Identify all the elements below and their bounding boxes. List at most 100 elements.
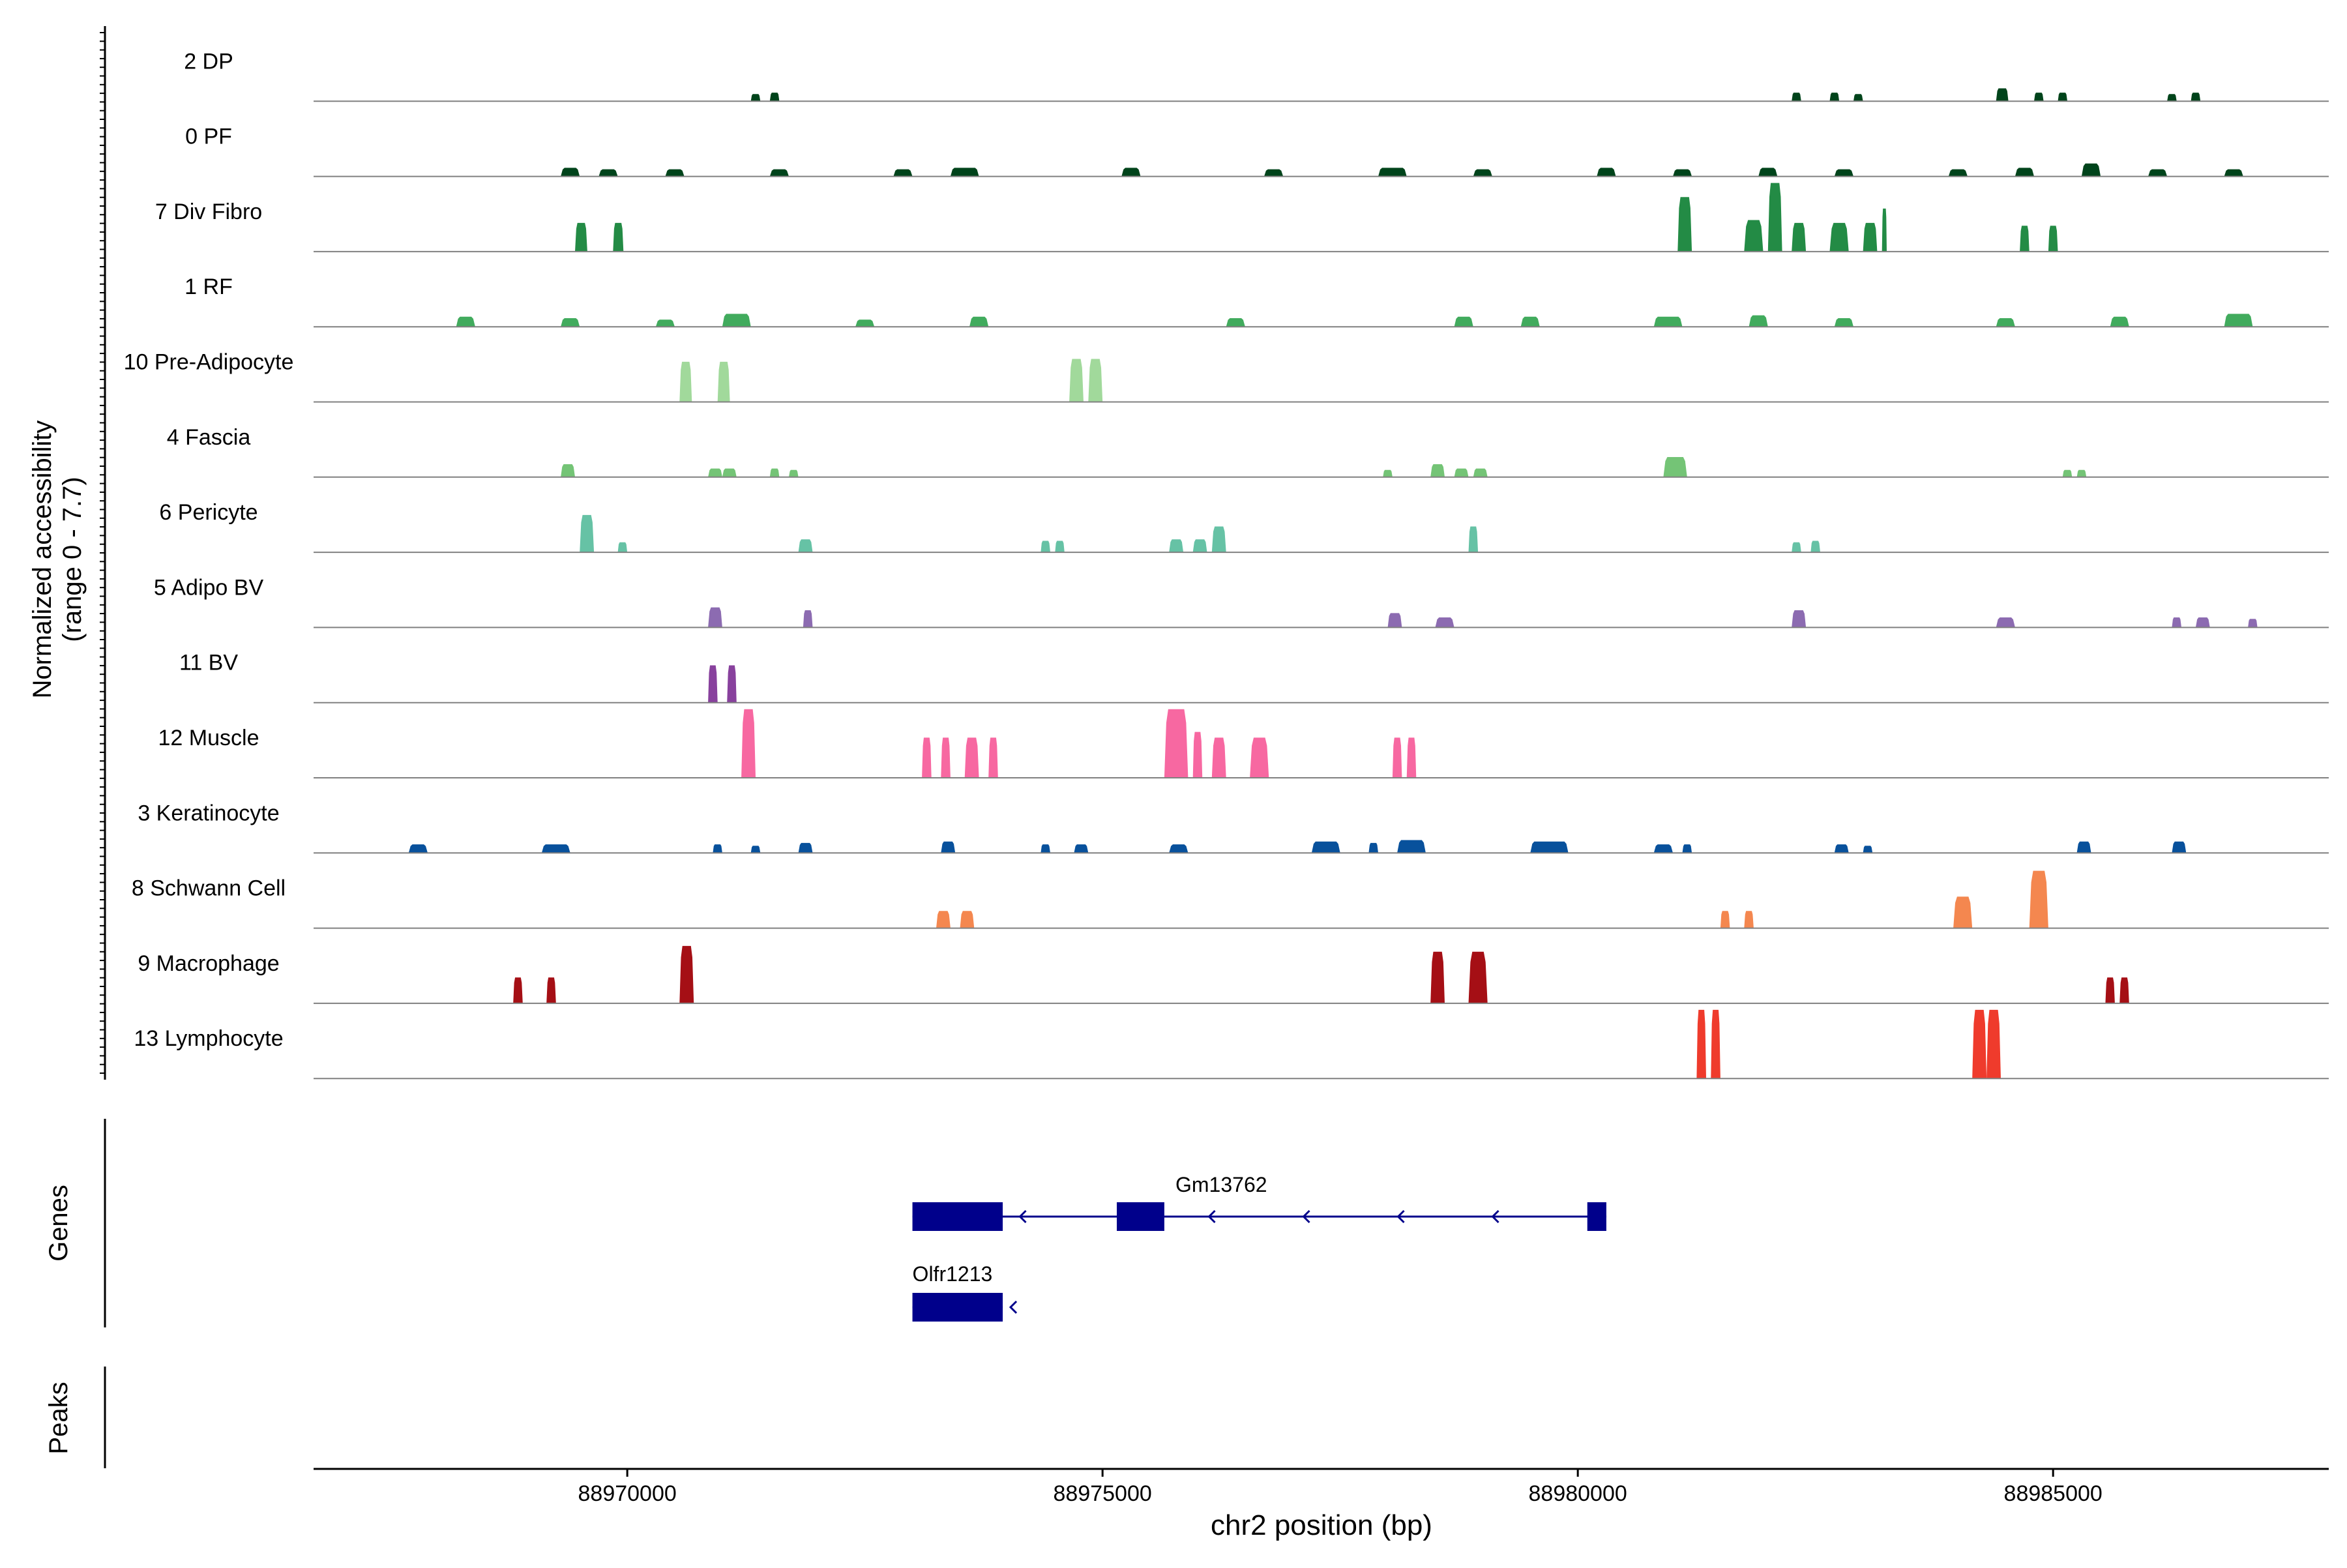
track-label: 4 Fascia <box>167 425 251 450</box>
peak-mark <box>708 468 722 477</box>
peak-mark <box>1996 318 2015 327</box>
peak-mark <box>1264 169 1284 177</box>
peak-mark <box>665 169 685 177</box>
gene-exon <box>1587 1202 1606 1231</box>
peak-mark <box>1792 610 1807 628</box>
peak-mark <box>1311 841 1340 853</box>
peak-mark <box>922 737 932 778</box>
coverage-tracks: 2 DP 0 PF 7 Div Fibro 1 RF 10 Pre-Adipocyte 4… <box>124 49 2329 1080</box>
gene-models: Gm13762 Olfr1213 <box>912 1173 1606 1322</box>
peak-mark <box>1383 469 1393 477</box>
track-12: 9 Macrophage <box>138 945 2329 1004</box>
x-axis: 88970000 88975000 88980000 88985000 chr2 po… <box>314 1468 2329 1541</box>
peak-mark <box>679 361 692 402</box>
track-label: 9 Macrophage <box>138 951 279 976</box>
track-label: 1 RF <box>185 274 233 299</box>
peak-mark <box>1164 709 1188 778</box>
peak-mark <box>2167 94 2177 102</box>
peak-mark <box>1520 316 1540 327</box>
track-5: 4 Fascia <box>167 425 2329 478</box>
peak-mark <box>1792 542 1801 553</box>
peak-mark <box>1074 844 1089 853</box>
peak-mark <box>575 222 587 252</box>
peak-mark <box>1834 318 1853 327</box>
peak-mark <box>1882 208 1887 252</box>
peak-mark <box>2224 169 2243 177</box>
strand-arrow-icon <box>1018 1209 1027 1224</box>
peak-mark <box>1088 359 1103 402</box>
peak-mark <box>1392 737 1402 778</box>
peak-mark <box>1387 613 1402 628</box>
peak-mark <box>789 469 799 477</box>
peak-mark <box>1192 539 1207 553</box>
peak-mark <box>1121 168 1141 177</box>
peak-mark <box>561 318 580 327</box>
peak-mark <box>1468 951 1488 1003</box>
track-label: 11 BV <box>179 651 238 675</box>
peak-mark <box>2034 93 2044 102</box>
peak-mark <box>1406 737 1417 778</box>
track-label: 12 Muscle <box>158 726 259 750</box>
peak-mark <box>2058 93 2067 102</box>
peak-mark <box>1454 316 1473 327</box>
peak-mark <box>708 665 718 703</box>
peak-mark <box>1749 315 1768 327</box>
peak-mark <box>1834 169 1853 177</box>
peak-mark <box>1430 951 1445 1003</box>
peak-mark <box>1863 222 1878 252</box>
peak-mark <box>1720 911 1730 928</box>
peak-mark <box>1829 93 1840 102</box>
peak-mark <box>1744 911 1754 928</box>
peaks-section: Peaks <box>44 1367 106 1468</box>
peak-mark <box>803 610 813 628</box>
y-axis-label-line2: (range 0 - 7.7) <box>58 477 87 642</box>
peak-mark <box>1767 183 1782 252</box>
track-label: 7 Div Fibro <box>155 200 262 224</box>
peak-mark <box>855 319 875 327</box>
strand-arrow-icon <box>1207 1209 1216 1224</box>
track-13: 13 Lymphocyte <box>134 1009 2329 1080</box>
y-axis-label-line1: Normalized accessibility <box>28 421 57 699</box>
peak-mark <box>988 737 998 778</box>
track-11: 8 Schwann Cell <box>132 870 2329 929</box>
peak-mark <box>1972 1009 1987 1079</box>
gene-Gm13762: Gm13762 <box>912 1173 1606 1231</box>
x-tick-label: 88970000 <box>578 1481 677 1506</box>
peak-mark <box>1653 316 1683 327</box>
peak-mark <box>1810 540 1820 553</box>
x-tick-label: 88975000 <box>1054 1481 1152 1506</box>
peak-mark <box>1673 169 1692 177</box>
peak-mark <box>2195 617 2210 628</box>
peak-mark <box>1473 468 1488 477</box>
track-label: 13 Lymphocyte <box>134 1026 283 1051</box>
peak-mark <box>1055 540 1065 553</box>
gene-label: Gm13762 <box>1175 1173 1267 1196</box>
peak-mark <box>1069 359 1084 402</box>
peak-mark <box>2015 168 2034 177</box>
peak-mark <box>1454 468 1469 477</box>
track-label: 0 PF <box>185 125 232 149</box>
peaks-label: Peaks <box>44 1382 73 1454</box>
peak-mark <box>2048 226 2058 252</box>
track-9: 12 Muscle <box>158 709 2329 778</box>
peak-mark <box>546 977 556 1003</box>
peak-mark <box>727 665 737 703</box>
peak-mark <box>2105 977 2115 1003</box>
peak-mark <box>1744 220 1764 252</box>
peak-mark <box>1653 844 1673 853</box>
strand-arrow-icon <box>1396 1209 1405 1224</box>
peak-mark <box>580 514 595 553</box>
track-2: 7 Div Fibro <box>155 183 2329 252</box>
peak-mark <box>1696 1009 1706 1079</box>
track-label: 2 DP <box>184 49 233 74</box>
peak-mark <box>960 911 975 928</box>
peak-mark <box>1863 846 1873 853</box>
peak-mark <box>1996 617 2015 628</box>
peak-mark <box>1368 842 1378 853</box>
peak-mark <box>513 977 523 1003</box>
peak-mark <box>2248 619 2258 628</box>
track-4: 10 Pre-Adipocyte <box>124 350 2329 403</box>
peak-mark <box>1041 540 1050 553</box>
y-axis-ticks <box>100 32 105 1074</box>
peak-mark <box>613 222 624 252</box>
